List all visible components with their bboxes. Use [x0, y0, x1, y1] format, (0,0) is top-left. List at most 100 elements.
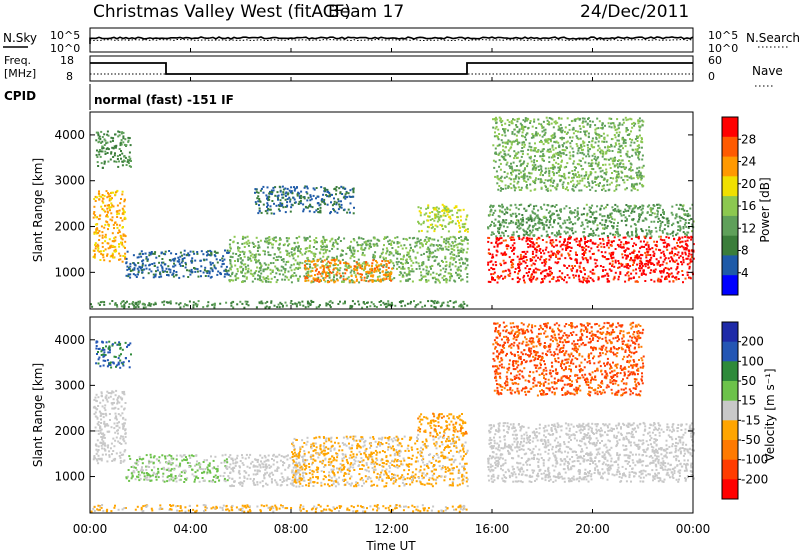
- power-cell-3: [416, 240, 419, 243]
- power-cell-8: [568, 221, 571, 224]
- power-cell-9: [615, 177, 618, 180]
- power-cell-5: [260, 211, 263, 214]
- power-cell-7: [670, 256, 673, 259]
- power-cell-3: [461, 243, 464, 246]
- power-cell-9: [558, 167, 561, 170]
- power-cell-4: [304, 260, 307, 262]
- power-cell-8: [502, 219, 505, 222]
- power-cell-9: [581, 117, 584, 120]
- power-cell-7: [570, 247, 573, 249]
- power-cell-9: [542, 153, 545, 156]
- power-cell-8: [631, 233, 633, 236]
- power-cell-3: [301, 262, 304, 265]
- power-cell-9: [562, 149, 565, 152]
- power-cell-8: [518, 227, 521, 230]
- power-cell-7: [624, 254, 627, 257]
- power-cell-3: [306, 247, 308, 250]
- power-cell-4: [349, 265, 352, 268]
- power-cell-9: [527, 178, 530, 181]
- power-cell-3: [398, 241, 401, 244]
- power-cell-3: [432, 244, 435, 246]
- power-cell-7: [576, 244, 579, 246]
- power-cell-4: [388, 274, 391, 277]
- power-cell-9: [501, 134, 504, 137]
- power-cell-8: [564, 221, 567, 224]
- power-cell-9: [507, 153, 510, 156]
- power-cell-4: [370, 267, 373, 270]
- power-cell-7: [550, 254, 553, 257]
- power-cell-7: [663, 245, 666, 248]
- power-cell-0: [109, 246, 112, 249]
- power-cell-3: [267, 280, 270, 283]
- power-cell-7: [582, 281, 584, 284]
- power-cell-9: [613, 159, 616, 162]
- power-cell-9: [591, 137, 594, 140]
- power-cell-6: [427, 204, 430, 207]
- power-cell-2: [221, 263, 224, 266]
- power-cell-8: [508, 222, 511, 225]
- power-cell-3: [411, 268, 414, 271]
- power-cell-2: [172, 275, 175, 278]
- power-cell-7: [638, 267, 641, 270]
- power-cell-5: [270, 193, 273, 196]
- power-cell-9: [581, 152, 584, 155]
- power-cell-8: [605, 219, 608, 222]
- power-cell-9: [542, 174, 544, 177]
- power-cell-3: [458, 249, 461, 252]
- power-cell-8: [537, 216, 540, 219]
- power-cell-9: [614, 156, 616, 159]
- power-cell-3: [435, 256, 438, 258]
- power-cell-8: [541, 222, 544, 225]
- power-cell-3: [341, 272, 344, 275]
- power-cell-9: [512, 140, 515, 143]
- power-cell-7: [565, 247, 568, 250]
- power-cell-0: [107, 192, 109, 195]
- power-cell-5: [258, 207, 261, 210]
- power-cell-9: [549, 189, 552, 192]
- power-cell-3: [290, 251, 293, 254]
- power-cell-5: [262, 185, 265, 188]
- power-cell-9: [517, 131, 520, 134]
- power-cell-3: [257, 244, 260, 247]
- power-cell-5: [282, 193, 285, 196]
- power-cell-3: [413, 236, 416, 239]
- power-cell-8: [535, 214, 538, 217]
- power-cell-5: [277, 208, 280, 211]
- power-cell-9: [636, 145, 639, 148]
- power-cell-3: [249, 254, 252, 257]
- power-cell-9: [623, 181, 626, 184]
- power-cell-9: [546, 189, 549, 192]
- power-cell-7: [510, 239, 513, 241]
- power-cell-0: [121, 193, 124, 196]
- power-cell-8: [646, 233, 649, 236]
- power-cell-9: [557, 125, 560, 128]
- power-cell-3: [405, 279, 408, 282]
- power-cell-9: [503, 155, 506, 158]
- power-cell-9: [531, 125, 534, 128]
- power-cell-7: [690, 256, 693, 259]
- power-cell-8: [494, 218, 497, 221]
- power-cell-3: [309, 240, 312, 242]
- power-cell-3: [422, 268, 425, 271]
- power-cell-5: [346, 196, 348, 199]
- power-cell-8: [510, 215, 513, 218]
- power-cell-5: [333, 209, 335, 212]
- power-cell-7: [551, 278, 554, 280]
- power-cell-0: [110, 202, 113, 205]
- power-cell-6: [464, 229, 466, 232]
- power-cell-3: [295, 237, 298, 239]
- power-cell-7: [650, 263, 653, 265]
- power-cell-3: [326, 256, 329, 259]
- power-cell-3: [301, 253, 304, 256]
- power-cell-0: [121, 207, 124, 210]
- power-cell-2: [168, 268, 171, 271]
- power-cell-7: [665, 262, 668, 265]
- power-cell-3: [460, 249, 463, 252]
- power-cell-9: [521, 131, 524, 134]
- power-cell-5: [326, 203, 329, 206]
- power-cell-9: [563, 174, 566, 177]
- power-cell-8: [503, 234, 505, 237]
- power-cell-3: [446, 237, 449, 240]
- power-cell-7: [529, 268, 532, 270]
- power-cell-9: [529, 189, 532, 192]
